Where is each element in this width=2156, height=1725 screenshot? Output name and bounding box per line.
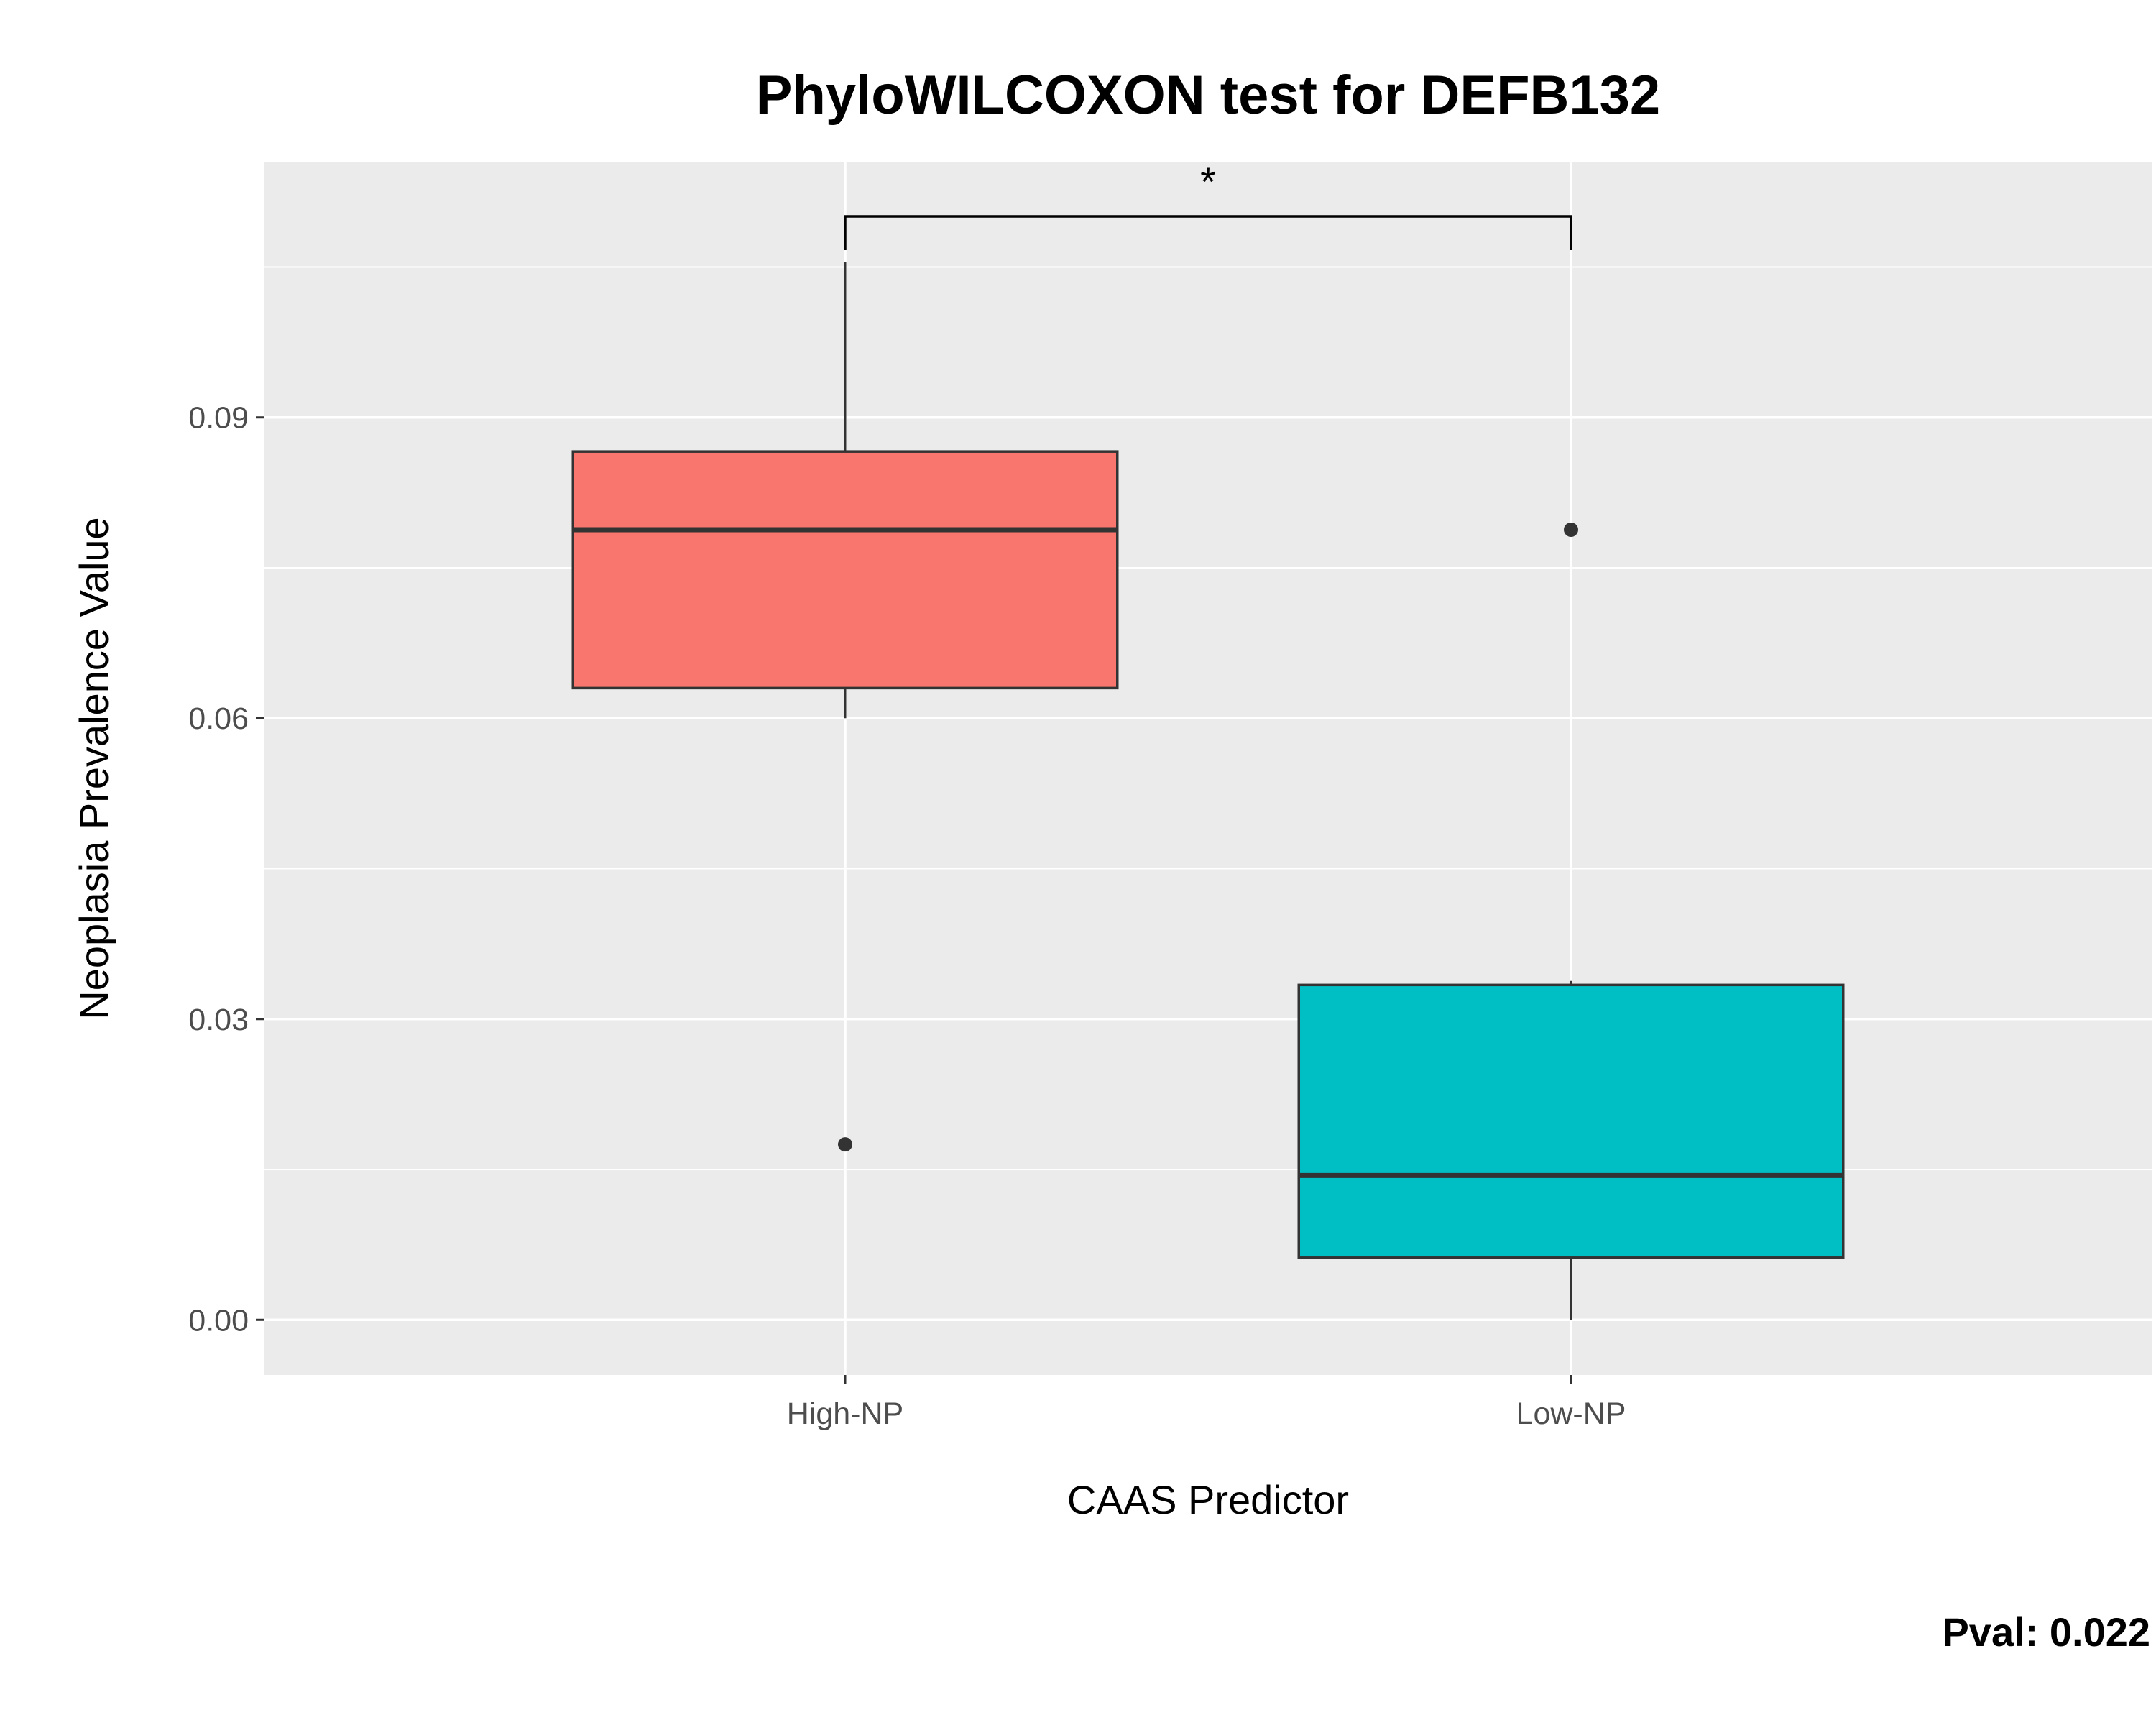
y-tick-label: 0.00 [188, 1303, 249, 1338]
significance-bracket [844, 215, 1572, 250]
y-axis-title: Neoplasia Prevalence Value [71, 517, 116, 1019]
x-axis: High-NP Low-NP [787, 1375, 1626, 1431]
outlier-point-low-np [1564, 522, 1578, 537]
outlier-point-high-np [838, 1137, 852, 1152]
x-axis-title: CAAS Predictor [1067, 1477, 1349, 1522]
y-axis: 0.00 0.03 0.06 0.09 [188, 401, 264, 1338]
bracket-line [844, 215, 1572, 250]
pval-label: Pval: 0.022 [1942, 1609, 2150, 1655]
y-tick-label: 0.09 [188, 401, 249, 436]
plot-panel [264, 162, 2152, 1375]
x-tick-label: Low-NP [1516, 1397, 1626, 1431]
y-tick-label: 0.03 [188, 1003, 249, 1037]
sig-label: * [1200, 159, 1216, 204]
chart-title: PhyloWILCOXON test for DEFB132 [756, 65, 1660, 126]
x-tick-label: High-NP [787, 1397, 904, 1431]
box-low-np [1297, 983, 1845, 1259]
y-tick-label: 0.06 [188, 702, 249, 736]
box-high-np [571, 450, 1119, 690]
boxes-layer [571, 262, 1845, 1320]
